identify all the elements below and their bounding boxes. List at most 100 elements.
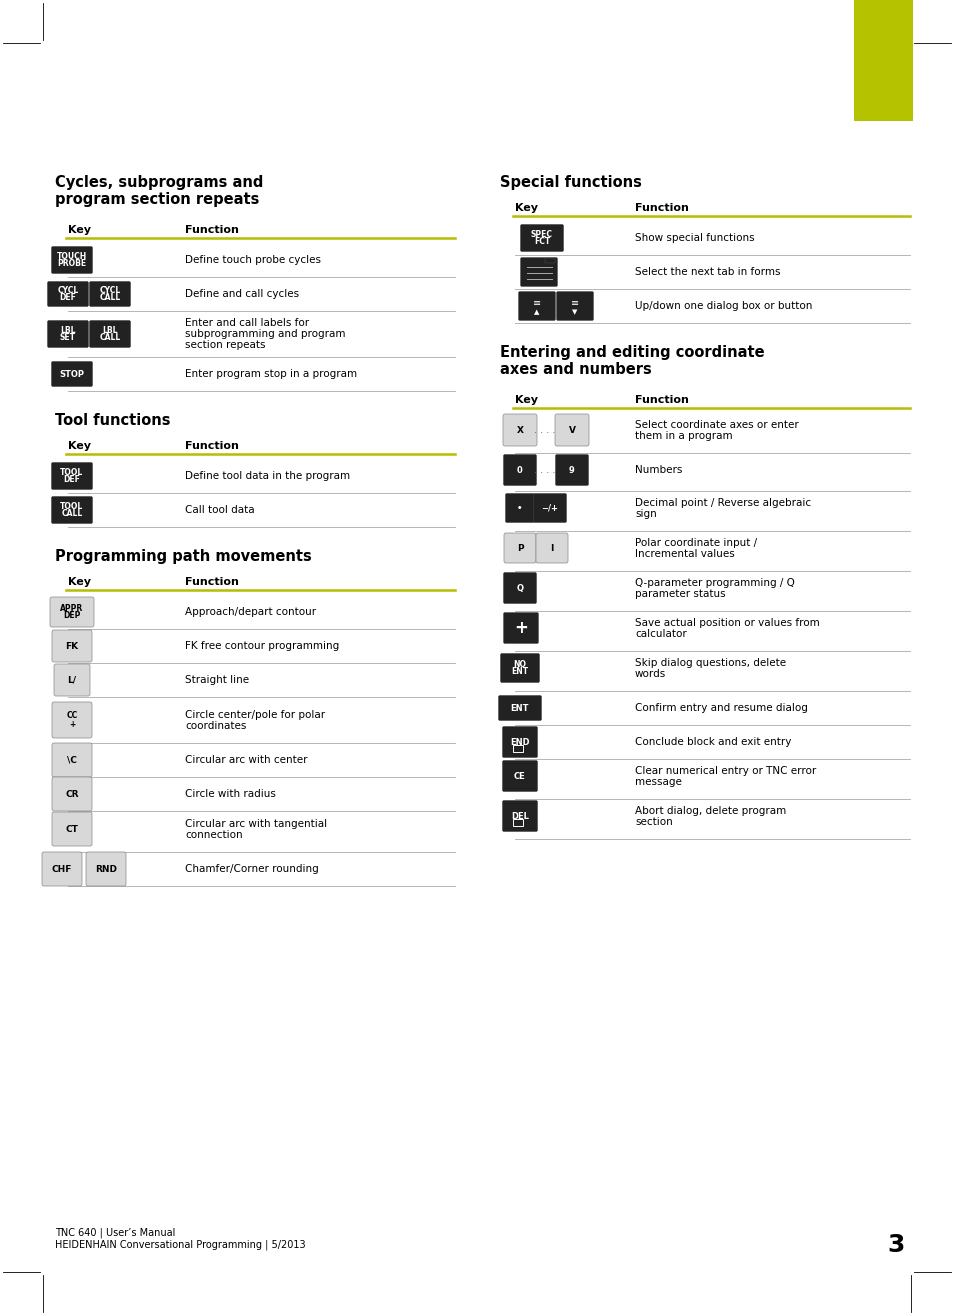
Bar — [544, 258, 555, 263]
Text: calculator: calculator — [635, 629, 686, 639]
FancyBboxPatch shape — [520, 225, 563, 251]
Text: FCT: FCT — [534, 237, 550, 246]
Text: CHF: CHF — [51, 864, 72, 873]
Text: +: + — [514, 619, 527, 636]
Text: LBL: LBL — [60, 326, 75, 335]
Text: section: section — [635, 817, 672, 827]
FancyBboxPatch shape — [90, 281, 131, 306]
Bar — [513, 819, 522, 826]
Bar — [513, 746, 522, 752]
FancyBboxPatch shape — [48, 281, 89, 306]
Text: SET: SET — [60, 333, 76, 342]
Text: Function: Function — [185, 441, 238, 451]
Text: Conclude block and exit entry: Conclude block and exit entry — [635, 736, 791, 747]
Text: CYCL: CYCL — [99, 287, 120, 295]
FancyBboxPatch shape — [52, 743, 91, 777]
Text: ENT: ENT — [510, 704, 529, 713]
Text: Enter and call labels for: Enter and call labels for — [185, 318, 309, 327]
FancyBboxPatch shape — [536, 533, 567, 563]
Text: connection: connection — [185, 830, 242, 839]
Text: −/+: −/+ — [541, 504, 558, 513]
Text: Tool functions: Tool functions — [55, 413, 171, 427]
Text: ≡: ≡ — [533, 299, 540, 308]
Text: END: END — [510, 738, 529, 747]
FancyBboxPatch shape — [503, 572, 536, 604]
Text: TOUCH: TOUCH — [57, 252, 87, 260]
Text: Special functions: Special functions — [499, 175, 641, 189]
Text: CR: CR — [65, 789, 79, 798]
Text: FK: FK — [66, 642, 78, 651]
Text: Abort dialog, delete program: Abort dialog, delete program — [635, 806, 785, 815]
Text: V: V — [568, 426, 575, 434]
Text: LBL: LBL — [102, 326, 117, 335]
Text: Define tool data in the program: Define tool data in the program — [185, 471, 350, 481]
Text: 0: 0 — [517, 466, 522, 475]
Text: section repeats: section repeats — [185, 341, 265, 350]
Text: Programming path movements: Programming path movements — [55, 548, 312, 564]
FancyBboxPatch shape — [52, 777, 91, 811]
FancyBboxPatch shape — [51, 463, 92, 489]
Text: CYCL: CYCL — [57, 287, 78, 295]
FancyBboxPatch shape — [498, 696, 541, 721]
Text: Skip dialog questions, delete: Skip dialog questions, delete — [635, 658, 785, 668]
Text: Call tool data: Call tool data — [185, 505, 254, 515]
Text: words: words — [635, 668, 665, 679]
Text: HEIDENHAIN Conversational Programming | 5/2013: HEIDENHAIN Conversational Programming | … — [55, 1240, 305, 1251]
Text: Select coordinate axes or enter: Select coordinate axes or enter — [635, 419, 798, 430]
Text: Confirm entry and resume dialog: Confirm entry and resume dialog — [635, 704, 807, 713]
Text: ▲: ▲ — [534, 309, 539, 316]
FancyBboxPatch shape — [503, 455, 536, 485]
Text: Chamfer/Corner rounding: Chamfer/Corner rounding — [185, 864, 318, 874]
Text: CALL: CALL — [99, 333, 120, 342]
Text: parameter status: parameter status — [635, 589, 725, 598]
Text: P: P — [517, 543, 523, 552]
Text: Decimal point / Reverse algebraic: Decimal point / Reverse algebraic — [635, 497, 810, 508]
Text: Define and call cycles: Define and call cycles — [185, 289, 299, 299]
Text: Show special functions: Show special functions — [635, 233, 754, 243]
Text: DEL: DEL — [511, 811, 528, 821]
Text: •: • — [517, 504, 522, 513]
Text: X: X — [516, 426, 523, 434]
FancyBboxPatch shape — [556, 292, 593, 321]
FancyBboxPatch shape — [51, 362, 92, 387]
Text: CALL: CALL — [99, 293, 120, 302]
Text: NO: NO — [513, 660, 526, 668]
Text: sign: sign — [635, 509, 656, 518]
FancyBboxPatch shape — [86, 852, 126, 886]
Text: DEF: DEF — [64, 475, 80, 484]
Text: L/: L/ — [68, 676, 76, 685]
Text: Circle center/pole for polar: Circle center/pole for polar — [185, 710, 325, 719]
Text: ≡: ≡ — [570, 299, 578, 308]
FancyBboxPatch shape — [52, 702, 91, 738]
Text: CE: CE — [514, 772, 525, 781]
Text: Circle with radius: Circle with radius — [185, 789, 275, 800]
Text: Function: Function — [185, 225, 238, 235]
Text: FK free contour programming: FK free contour programming — [185, 640, 339, 651]
FancyBboxPatch shape — [48, 321, 89, 347]
Text: CC: CC — [67, 710, 77, 719]
Text: DEF: DEF — [59, 293, 76, 302]
Text: Cycles, subprograms and
program section repeats: Cycles, subprograms and program section … — [55, 175, 263, 208]
FancyBboxPatch shape — [54, 664, 90, 696]
Text: STOP: STOP — [59, 370, 85, 379]
FancyBboxPatch shape — [502, 760, 537, 792]
Text: Define touch probe cycles: Define touch probe cycles — [185, 255, 320, 266]
FancyBboxPatch shape — [52, 630, 91, 661]
FancyBboxPatch shape — [502, 726, 537, 757]
Text: Key: Key — [68, 225, 91, 235]
Text: Circular arc with center: Circular arc with center — [185, 755, 307, 765]
Text: Key: Key — [515, 394, 537, 405]
Text: Straight line: Straight line — [185, 675, 249, 685]
Text: ▼: ▼ — [572, 309, 578, 316]
Text: Function: Function — [185, 577, 238, 586]
Text: Entering and editing coordinate
axes and numbers: Entering and editing coordinate axes and… — [499, 345, 763, 377]
FancyBboxPatch shape — [520, 258, 557, 287]
Text: Function: Function — [635, 203, 688, 213]
Text: message: message — [635, 776, 681, 786]
FancyBboxPatch shape — [51, 497, 92, 523]
Text: I: I — [550, 543, 553, 552]
Text: Select the next tab in forms: Select the next tab in forms — [635, 267, 780, 277]
Text: Incremental values: Incremental values — [635, 548, 734, 559]
FancyBboxPatch shape — [503, 533, 536, 563]
FancyBboxPatch shape — [500, 654, 539, 682]
